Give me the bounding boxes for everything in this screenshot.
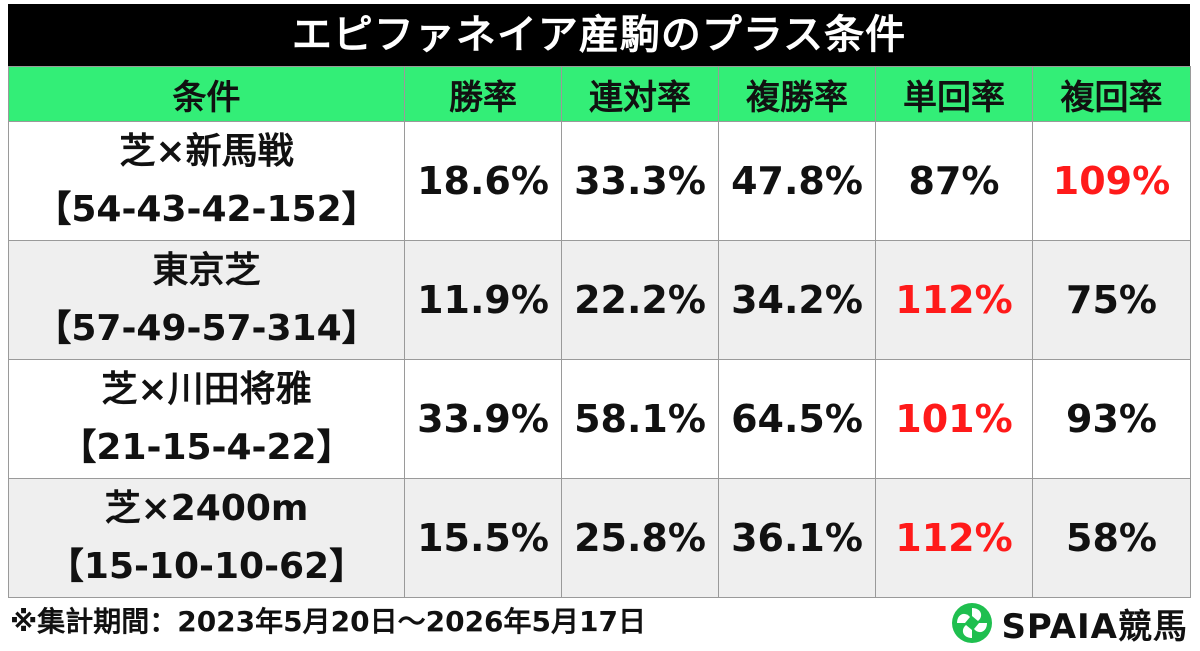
- condition-record: 【21-15-4-22】: [60, 427, 353, 468]
- header-show-rate: 複勝率: [718, 66, 876, 122]
- header-win-return: 単回率: [875, 66, 1033, 122]
- place2-rate-cell: 25.8%: [561, 478, 719, 598]
- show-return-cell: 58%: [1032, 478, 1191, 598]
- win-rate-cell: 15.5%: [404, 478, 562, 598]
- stats-table-frame: エピファネイア産駒のプラス条件 条件 勝率 連対率 複勝率 単回率 複回率 芝×…: [8, 4, 1191, 598]
- header-win-rate: 勝率: [404, 66, 562, 122]
- brand-logo: SPAIA競馬: [951, 600, 1188, 647]
- period-note: ※集計期間：2023年5月20日～2026年5月17日: [10, 605, 646, 638]
- win-rate-cell: 33.9%: [404, 359, 562, 479]
- stats-table: 条件 勝率 連対率 複勝率 単回率 複回率 芝×新馬戦 【54-43-42-15…: [8, 66, 1191, 598]
- table-row: 芝×川田将雅 【21-15-4-22】 33.9% 58.1% 64.5% 10…: [8, 359, 1191, 479]
- condition-cell: 芝×川田将雅 【21-15-4-22】: [8, 359, 405, 479]
- condition-record: 【15-10-10-62】: [47, 546, 366, 587]
- condition-cell: 東京芝 【57-49-57-314】: [8, 240, 405, 360]
- show-rate-cell: 36.1%: [718, 478, 876, 598]
- win-return-cell: 112%: [875, 240, 1033, 360]
- show-rate-cell: 47.8%: [718, 121, 876, 241]
- table-title: エピファネイア産駒のプラス条件: [8, 4, 1190, 66]
- condition-cell: 芝×2400m 【15-10-10-62】: [8, 478, 405, 598]
- condition-label: 芝×2400m: [104, 488, 309, 529]
- show-rate-cell: 34.2%: [718, 240, 876, 360]
- place2-rate-cell: 33.3%: [561, 121, 719, 241]
- spaia-mark-icon: [952, 603, 993, 643]
- table-row: 芝×新馬戦 【54-43-42-152】 18.6% 33.3% 47.8% 8…: [8, 121, 1191, 241]
- win-return-cell: 112%: [875, 478, 1033, 598]
- condition-label: 芝×新馬戦: [119, 131, 294, 172]
- header-place2-rate: 連対率: [561, 66, 719, 122]
- place2-rate-cell: 22.2%: [561, 240, 719, 360]
- header-condition: 条件: [8, 66, 405, 122]
- win-rate-cell: 11.9%: [404, 240, 562, 360]
- show-return-cell: 93%: [1032, 359, 1191, 479]
- table-row: 芝×2400m 【15-10-10-62】 15.5% 25.8% 36.1% …: [8, 478, 1191, 598]
- header-row: 条件 勝率 連対率 複勝率 単回率 複回率: [8, 66, 1191, 122]
- win-return-cell: 101%: [875, 359, 1033, 479]
- condition-cell: 芝×新馬戦 【54-43-42-152】: [8, 121, 405, 241]
- header-show-return: 複回率: [1032, 66, 1191, 122]
- show-return-cell: 75%: [1032, 240, 1191, 360]
- win-rate-cell: 18.6%: [404, 121, 562, 241]
- place2-rate-cell: 58.1%: [561, 359, 719, 479]
- show-rate-cell: 64.5%: [718, 359, 876, 479]
- win-return-cell: 87%: [875, 121, 1033, 241]
- condition-label: 芝×川田将雅: [101, 369, 312, 410]
- condition-record: 【54-43-42-152】: [35, 189, 378, 230]
- show-return-cell: 109%: [1032, 121, 1191, 241]
- condition-label: 東京芝: [152, 250, 261, 291]
- condition-record: 【57-49-57-314】: [35, 308, 378, 349]
- brand-name: SPAIA競馬: [1001, 606, 1188, 647]
- table-row: 東京芝 【57-49-57-314】 11.9% 22.2% 34.2% 112…: [8, 240, 1191, 360]
